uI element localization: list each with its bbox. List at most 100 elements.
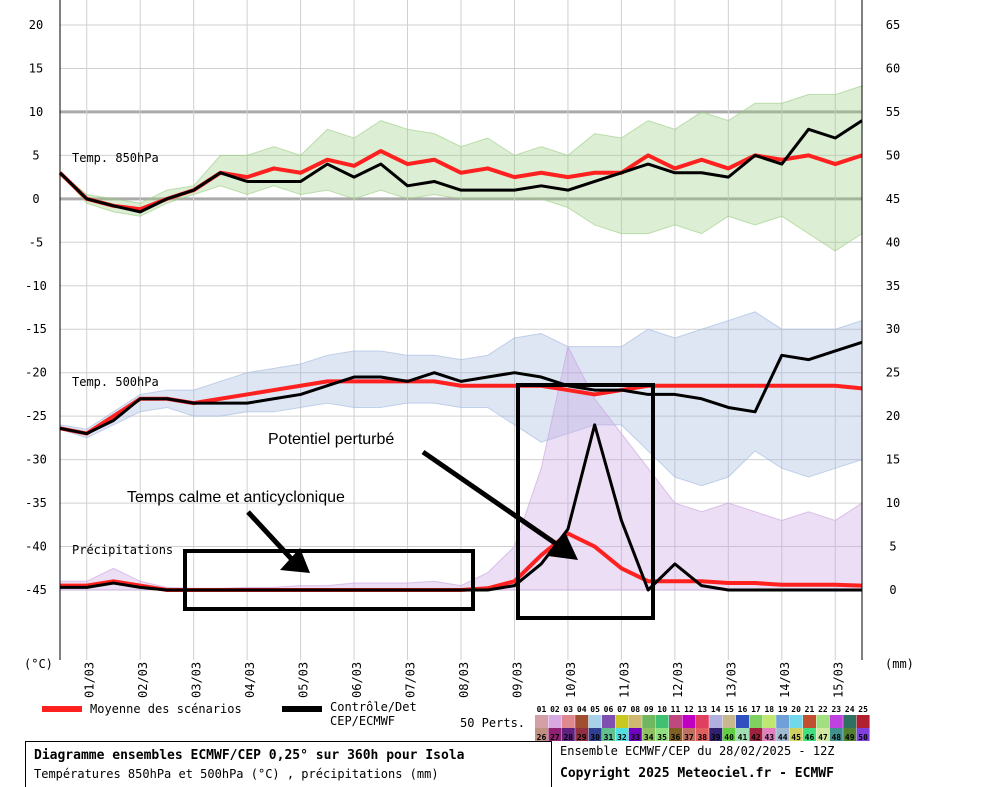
series-line-t850-control [58, 119, 863, 214]
annotations: Potentiel perturbé Temps calme et anticy… [127, 383, 655, 620]
legend-member-number: 09 [644, 705, 654, 714]
legend-member-number: 27 [550, 733, 560, 742]
legend-member-number: 12 [684, 705, 694, 714]
legend-member-number: 06 [604, 705, 614, 714]
legend-member-swatch [602, 728, 615, 741]
legend-member-swatch [615, 728, 629, 741]
panel-label-t500: Temp. 500hPa [72, 375, 159, 389]
left-tick-label: -35 [25, 496, 47, 510]
panel-label-t850: Temp. 850hPa [72, 151, 159, 165]
legend-member-number: 08 [630, 705, 640, 714]
arrow-head-calm [280, 548, 310, 573]
legend-member-swatch [736, 728, 749, 741]
legend: Moyenne des scénarios Contrôle/Det CEP/E… [42, 700, 870, 742]
legend-member-number: 38 [697, 733, 707, 742]
legend-member-number: 42 [751, 733, 761, 742]
legend-member-number: 16 [738, 705, 748, 714]
legend-member-swatch [682, 728, 696, 741]
legend-member-number: 03 [563, 705, 573, 714]
legend-member-swatch [642, 728, 656, 741]
legend-member-swatch [602, 715, 615, 728]
legend-member-swatch [655, 728, 669, 741]
x-tick-label: 02/03 [136, 662, 150, 698]
legend-member-number: 14 [711, 705, 721, 714]
legend-member-number: 18 [764, 705, 774, 714]
legend-member-swatch [762, 715, 776, 728]
left-tick-label: 15 [29, 61, 43, 75]
left-tick-label: -5 [29, 235, 43, 249]
x-tick-label: 14/03 [778, 662, 792, 698]
legend-member-number: 31 [604, 733, 614, 742]
legend-member-swatch [628, 715, 642, 728]
legend-member-number: 28 [563, 733, 573, 742]
right-tick-label: 60 [886, 61, 900, 75]
series-line-t500-control [59, 340, 863, 436]
legend-member-swatch [856, 728, 870, 741]
legend-member-number: 33 [630, 733, 640, 742]
right-tick-label: 5 [889, 540, 896, 554]
legend-member-swatch [816, 715, 830, 728]
legend-member-swatch [722, 715, 736, 728]
legend-member-swatch [561, 715, 575, 728]
legend-member-number: 07 [617, 705, 627, 714]
legend-member-number: 24 [845, 705, 855, 714]
chart-title: Diagramme ensembles ECMWF/CEP 0,25° sur … [34, 748, 465, 763]
series-lines [58, 119, 863, 592]
right-tick-label: 15 [886, 453, 900, 467]
x-tick-label: 08/03 [457, 662, 471, 698]
x-tick-label: 13/03 [724, 662, 738, 698]
legend-member-number: 48 [831, 733, 841, 742]
legend-member-swatch [829, 715, 843, 728]
legend-member-number: 04 [577, 705, 587, 714]
right-tick-label: 10 [886, 496, 900, 510]
legend-member-swatch [709, 715, 723, 728]
legend-member-swatch [588, 715, 602, 728]
right-tick-label: 55 [886, 105, 900, 119]
right-tick-label: 25 [886, 366, 900, 380]
right-tick-label: 65 [886, 18, 900, 32]
legend-member-swatch [695, 728, 709, 741]
chart-info-box: Diagramme ensembles ECMWF/CEP 0,25° sur … [25, 741, 552, 787]
legend-member-swatch [803, 715, 816, 728]
legend-member-swatch [843, 715, 857, 728]
legend-member-swatch [736, 715, 749, 728]
legend-member-swatch [843, 728, 857, 741]
legend-member-swatch [776, 728, 790, 741]
right-tick-label: 35 [886, 279, 900, 293]
copyright: Copyright 2025 Meteociel.fr - ECMWF [560, 766, 834, 781]
legend-member-swatch [749, 715, 763, 728]
legend-member-number: 41 [738, 733, 748, 742]
legend-member-swatch [588, 728, 602, 741]
annotation-text-disturbed: Potentiel perturbé [268, 431, 394, 448]
legend-member-number: 47 [818, 733, 828, 742]
annotation-text-calm: Temps calme et anticyclonique [127, 489, 345, 506]
legend-member-number: 21 [805, 705, 815, 714]
right-tick-label: 50 [886, 148, 900, 162]
legend-member-number: 39 [711, 733, 721, 742]
legend-member-number: 30 [590, 733, 600, 742]
left-tick-label: -45 [25, 583, 47, 597]
legend-member-swatch [548, 715, 562, 728]
legend-member-number: 22 [818, 705, 828, 714]
legend-members: 01 02 03 04 05 06 07 08 09 10 11 12 13 14 15 16 17 18 19 20… [535, 705, 870, 742]
legend-member-number: 37 [684, 733, 694, 742]
left-tick-label: -25 [25, 409, 47, 423]
left-tick-label: -20 [25, 366, 47, 380]
left-tick-label: -30 [25, 453, 47, 467]
right-tick-label: 30 [886, 322, 900, 336]
legend-member-number: 02 [550, 705, 560, 714]
left-tick-label: 10 [29, 105, 43, 119]
legend-member-number: 23 [831, 705, 841, 714]
annotation-arrow-calm [246, 510, 300, 568]
legend-member-number: 43 [764, 733, 774, 742]
run-label: Ensemble ECMWF/CEP du 28/02/2025 - 12Z [560, 744, 835, 758]
x-tick-label: 10/03 [564, 662, 578, 698]
legend-member-number: 19 [778, 705, 788, 714]
axes: 20151050-5-10-15-20-25-30-35-40-45656055… [25, 0, 900, 698]
x-tick-label: 09/03 [510, 662, 524, 698]
annotation-arrow-disturbed [421, 449, 567, 553]
legend-label-control-1: Contrôle/Det [330, 700, 417, 714]
legend-member-swatch [535, 715, 548, 728]
legend-member-swatch [682, 715, 696, 728]
left-tick-label: -15 [25, 322, 47, 336]
